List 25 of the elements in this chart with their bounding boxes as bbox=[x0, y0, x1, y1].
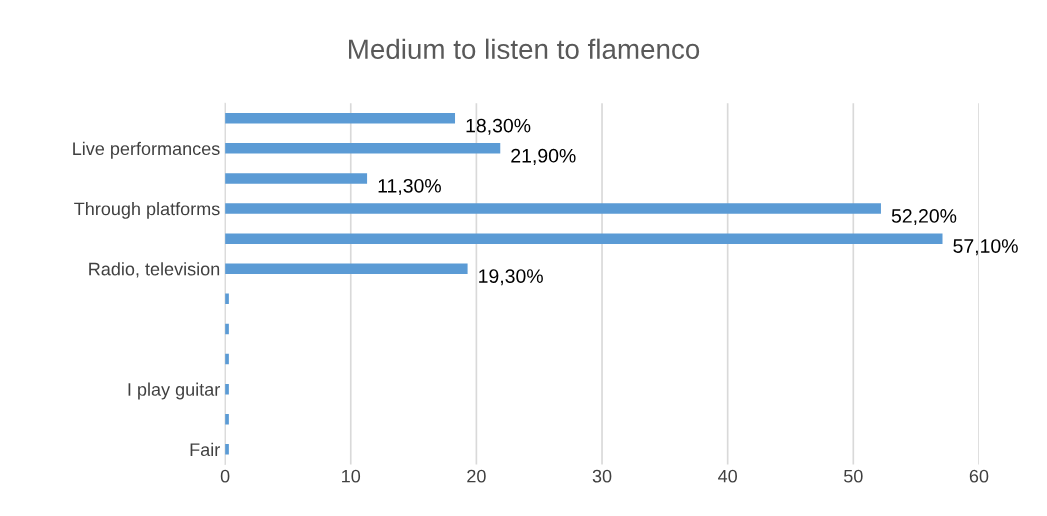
y-tick-label: Live performances bbox=[73, 141, 220, 159]
bar bbox=[225, 233, 943, 244]
y-tick-label: Through platforms bbox=[74, 202, 220, 219]
x-tick-label: 50 bbox=[843, 469, 863, 483]
chart-title: Medium to listen to flamenco bbox=[349, 38, 700, 60]
x-tick-label: 20 bbox=[467, 469, 486, 483]
x-tick-label: 10 bbox=[342, 469, 361, 483]
y-tick-label: I play guitar bbox=[128, 382, 220, 400]
bar bbox=[225, 203, 881, 214]
data-label: 18,30% bbox=[466, 118, 531, 135]
data-label: 57,10% bbox=[953, 239, 1018, 256]
x-tick-label: 60 bbox=[969, 469, 989, 483]
bar bbox=[225, 112, 456, 124]
x-tick-label: 30 bbox=[592, 469, 612, 483]
data-label: 52,20% bbox=[891, 209, 957, 226]
x-tick-label: 40 bbox=[718, 469, 737, 483]
data-label: 11,30% bbox=[378, 178, 441, 195]
y-tick-label: Radio, television bbox=[89, 262, 220, 278]
y-tick-label: Fair bbox=[190, 442, 220, 457]
data-label: 19,30% bbox=[479, 269, 543, 286]
bar bbox=[225, 143, 501, 154]
x-tick-label: 0 bbox=[220, 469, 230, 483]
bar bbox=[225, 173, 368, 184]
bar bbox=[225, 263, 468, 275]
data-label: 21,90% bbox=[511, 148, 576, 165]
